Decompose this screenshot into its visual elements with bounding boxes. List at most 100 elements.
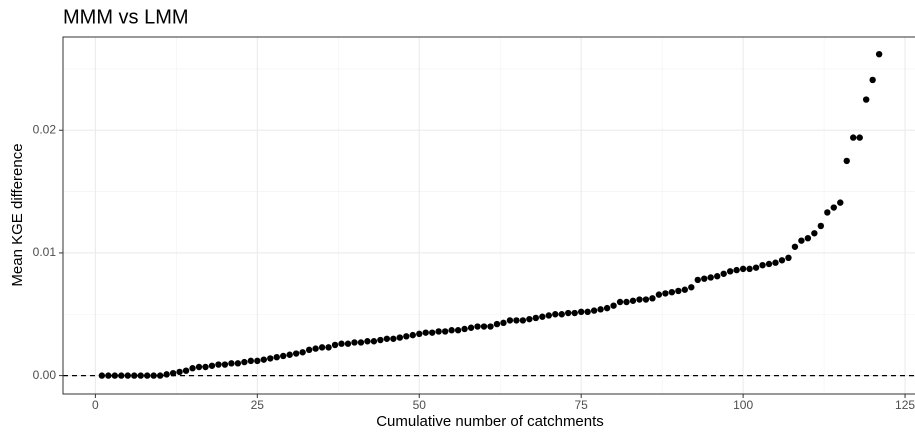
point — [429, 329, 436, 336]
point — [707, 274, 714, 281]
point — [759, 261, 766, 269]
point — [156, 372, 164, 379]
point — [377, 336, 384, 344]
point — [435, 328, 442, 335]
x-axis-label: Cumulative number of catchments — [376, 413, 604, 430]
point — [247, 357, 255, 365]
point — [577, 308, 585, 316]
point — [195, 363, 203, 371]
point — [856, 134, 863, 141]
point — [552, 311, 559, 318]
point — [681, 286, 689, 293]
point — [642, 296, 650, 303]
point — [241, 358, 248, 366]
x-tick-label: 100 — [733, 398, 753, 412]
point — [629, 297, 637, 304]
point — [668, 288, 676, 296]
point — [299, 349, 306, 356]
point — [312, 345, 319, 352]
point — [292, 350, 300, 357]
point — [124, 372, 131, 379]
x-tick-label: 75 — [575, 398, 589, 412]
point — [105, 372, 112, 379]
point — [467, 324, 475, 331]
y-tick-label: 0.00 — [33, 368, 57, 382]
point — [202, 363, 209, 371]
point — [403, 333, 410, 340]
point — [416, 330, 423, 338]
point — [526, 315, 533, 323]
point — [817, 222, 825, 230]
y-tick-label: 0.02 — [33, 122, 57, 136]
point — [325, 344, 332, 351]
point — [649, 295, 656, 302]
point — [448, 327, 455, 334]
point — [396, 334, 404, 341]
point — [714, 273, 721, 280]
point — [390, 335, 397, 342]
point — [208, 362, 216, 369]
point — [752, 264, 760, 271]
point — [351, 339, 358, 346]
point — [584, 308, 591, 316]
point — [131, 372, 138, 379]
point — [545, 312, 552, 319]
point — [791, 243, 799, 250]
point — [344, 340, 352, 347]
point — [409, 331, 416, 339]
point — [111, 372, 119, 379]
point — [163, 371, 170, 378]
point — [830, 204, 837, 211]
point — [273, 353, 280, 361]
point — [370, 338, 378, 345]
point — [571, 309, 578, 317]
point — [701, 275, 708, 282]
y-axis-label: Mean KGE difference — [9, 143, 26, 286]
point — [513, 317, 520, 324]
point — [843, 157, 850, 165]
point — [616, 298, 624, 306]
point — [338, 340, 345, 347]
point — [228, 360, 235, 367]
point — [739, 265, 747, 273]
point — [837, 199, 844, 206]
point — [480, 323, 488, 330]
point — [590, 307, 598, 314]
point — [182, 367, 190, 374]
point — [726, 268, 734, 275]
point — [189, 365, 196, 372]
point — [694, 276, 701, 284]
point — [798, 237, 805, 244]
point — [98, 372, 106, 379]
x-tick-label: 125 — [895, 398, 915, 412]
point — [733, 266, 740, 274]
chart-title: MMM vs LMM — [63, 6, 189, 28]
point — [234, 360, 242, 367]
point — [254, 357, 261, 365]
point — [474, 323, 481, 330]
point — [506, 317, 514, 324]
point — [772, 259, 779, 266]
y-tick-label: 0.01 — [33, 245, 57, 259]
point — [778, 257, 786, 264]
point — [603, 304, 611, 312]
point — [500, 319, 507, 327]
point — [176, 368, 183, 376]
point — [824, 209, 831, 216]
point — [461, 325, 468, 333]
point — [746, 265, 753, 273]
point — [487, 323, 494, 330]
point — [765, 260, 773, 268]
point — [558, 311, 565, 318]
point — [675, 287, 682, 295]
point — [441, 328, 449, 335]
point — [305, 346, 313, 354]
point — [862, 96, 870, 103]
point — [636, 296, 643, 303]
point — [280, 352, 287, 360]
point — [331, 341, 339, 349]
point — [169, 369, 177, 377]
point — [811, 230, 818, 237]
point — [869, 76, 876, 84]
